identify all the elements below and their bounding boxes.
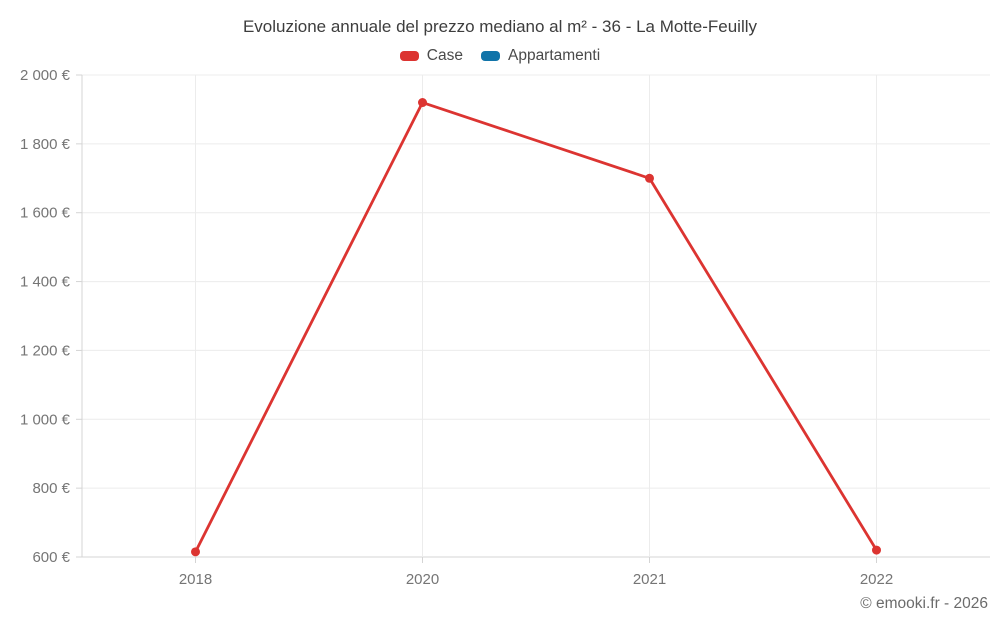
y-axis-label: 1 600 € — [20, 205, 71, 222]
y-axis-label: 1 000 € — [20, 411, 71, 428]
footer-credit: © emooki.fr - 2026 — [860, 595, 988, 612]
y-axis-label: 600 € — [32, 549, 70, 566]
data-point-case-2018[interactable] — [191, 547, 200, 557]
data-point-case-2020[interactable] — [418, 98, 427, 108]
x-axis-label: 2020 — [406, 571, 439, 588]
legend-swatch-case-icon — [399, 51, 419, 61]
legend-item-appartamenti[interactable]: Appartamenti — [480, 47, 601, 65]
y-axis-label: 1 800 € — [20, 136, 71, 153]
y-axis-label: 2 000 € — [20, 67, 71, 84]
y-axis-label: 800 € — [32, 480, 70, 497]
legend: Case Appartamenti — [0, 46, 1000, 66]
x-axis-label: 2018 — [179, 571, 212, 588]
x-axis-label: 2021 — [633, 571, 666, 588]
legend-label-case: Case — [426, 47, 463, 64]
series-line-case — [194, 101, 878, 554]
y-axis-label: 1 200 € — [20, 342, 71, 359]
legend-swatch-appartamenti-icon — [480, 51, 500, 61]
legend-item-case[interactable]: Case — [399, 47, 463, 65]
data-point-case-2021[interactable] — [645, 173, 654, 183]
y-axis-label: 1 400 € — [20, 274, 71, 291]
x-axis-label: 2022 — [860, 571, 893, 588]
data-point-case-2022[interactable] — [872, 545, 881, 555]
chart-title: Evoluzione annuale del prezzo mediano al… — [242, 17, 758, 36]
legend-label-appartamenti: Appartamenti — [507, 47, 601, 64]
